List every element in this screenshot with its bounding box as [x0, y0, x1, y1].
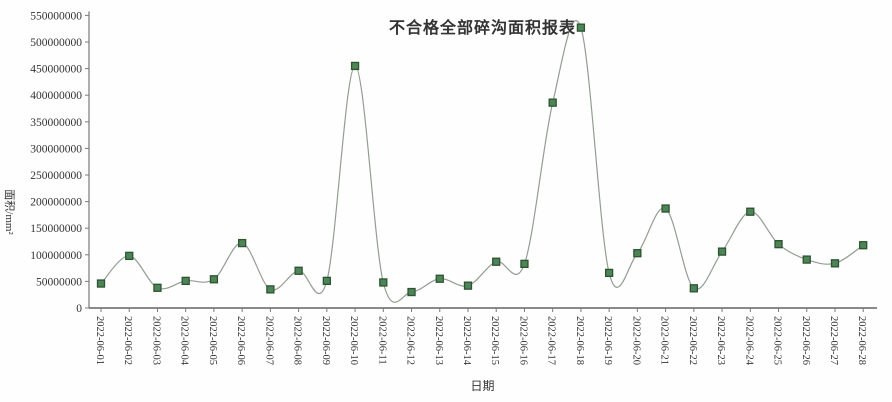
- data-point-marker: [774, 240, 783, 249]
- data-point-marker: [435, 274, 444, 283]
- data-point-marker: [830, 259, 840, 268]
- data-point-marker: [746, 207, 755, 216]
- x-tick-label: 2022-06-14: [461, 316, 472, 366]
- y-tick-label: 350000000: [30, 117, 82, 129]
- data-point-marker: [717, 247, 727, 256]
- x-tick-label: 2022-06-10: [348, 316, 359, 365]
- y-tick-label: 200000000: [30, 197, 82, 209]
- y-tick-label: 150000000: [30, 223, 82, 235]
- x-tick-label: 2022-06-09: [320, 316, 331, 365]
- x-tick-label: 2022-06-24: [743, 316, 754, 366]
- data-point-marker: [463, 281, 473, 290]
- x-tick-label: 2022-06-27: [828, 316, 839, 365]
- x-tick-label: 2022-06-03: [150, 316, 161, 365]
- x-tick-label: 2022-06-26: [800, 316, 811, 365]
- data-point-marker: [407, 287, 416, 297]
- data-point-marker: [125, 251, 134, 261]
- x-tick-label: 2022-06-02: [122, 316, 133, 365]
- y-tick-label: 450000000: [30, 64, 82, 76]
- data-point-marker: [576, 23, 586, 32]
- data-point-marker: [492, 257, 501, 266]
- x-tick-label: 2022-06-19: [602, 316, 613, 365]
- x-tick-label: 2022-06-18: [574, 316, 585, 365]
- data-point-marker: [96, 279, 106, 288]
- data-point-marker: [153, 283, 162, 292]
- x-tick-label: 2022-06-22: [687, 316, 698, 365]
- y-tick-label: 550000000: [30, 10, 82, 22]
- data-point-marker: [633, 249, 642, 258]
- y-tick-label: 400000000: [30, 90, 82, 102]
- y-axis-title: 面积/mm²: [3, 189, 15, 235]
- data-point-marker: [379, 278, 388, 287]
- data-point-marker: [802, 255, 811, 264]
- x-tick-label: 2022-06-20: [630, 316, 641, 365]
- data-point-marker: [350, 61, 360, 71]
- y-tick-label: 0: [76, 303, 82, 315]
- data-point-marker: [294, 266, 303, 275]
- data-point-marker: [689, 284, 698, 293]
- data-point-marker: [859, 241, 868, 250]
- x-tick-label: 2022-06-25: [772, 316, 783, 365]
- y-tick-label: 50000000: [36, 276, 82, 288]
- data-point-marker: [209, 275, 219, 284]
- series-line: [100, 20, 864, 303]
- data-point-marker: [604, 268, 614, 278]
- x-tick-label: 2022-06-07: [263, 316, 274, 365]
- x-axis-title: 日期: [470, 379, 495, 393]
- y-tick-label: 250000000: [30, 170, 82, 182]
- data-point-marker: [520, 259, 529, 268]
- x-tick-label: 2022-06-01: [94, 316, 105, 365]
- y-tick-label: 500000000: [30, 37, 82, 49]
- chart-title: 不合格全部碎沟面积报表: [388, 20, 576, 37]
- x-tick-label: 2022-06-17: [546, 316, 557, 365]
- x-tick-label: 2022-06-13: [433, 316, 444, 365]
- x-tick-label: 2022-06-05: [207, 316, 218, 365]
- data-point-marker: [322, 276, 331, 286]
- x-tick-label: 2022-06-08: [292, 316, 303, 365]
- y-tick-label: 300000000: [30, 143, 82, 155]
- x-tick-label: 2022-06-04: [179, 316, 190, 366]
- x-tick-label: 2022-06-11: [376, 316, 387, 365]
- data-point-marker: [661, 204, 670, 213]
- x-tick-label: 2022-06-06: [235, 316, 246, 365]
- data-point-marker: [548, 98, 557, 107]
- data-point-marker: [266, 285, 275, 294]
- x-tick-label: 2022-06-21: [659, 316, 670, 365]
- data-point-marker: [237, 238, 247, 248]
- x-tick-label: 2022-06-23: [715, 316, 726, 365]
- x-tick-label: 2022-06-28: [856, 316, 867, 365]
- data-point-marker: [181, 276, 190, 286]
- x-tick-label: 2022-06-16: [517, 316, 528, 365]
- x-tick-label: 2022-06-15: [489, 316, 500, 365]
- y-tick-label: 100000000: [30, 250, 82, 262]
- x-tick-label: 2022-06-12: [405, 316, 416, 365]
